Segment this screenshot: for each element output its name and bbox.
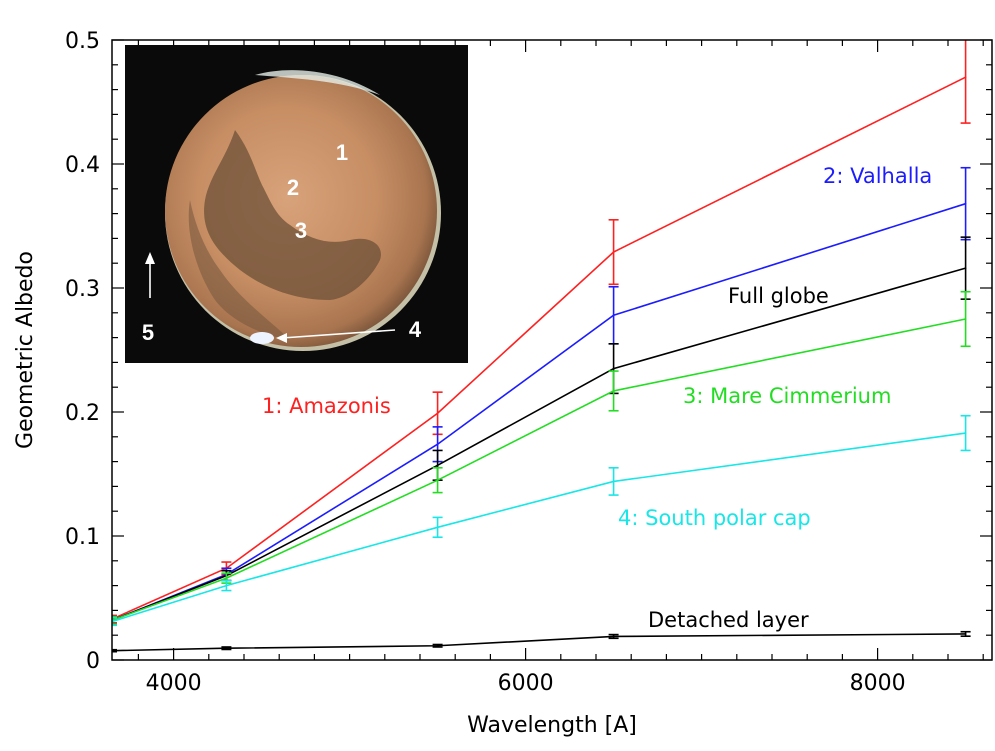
series-5 bbox=[112, 630, 971, 653]
series-label-detached-layer: Detached layer bbox=[648, 608, 809, 632]
data-point bbox=[964, 633, 967, 635]
series-label-south-polar-cap: 4: South polar cap bbox=[618, 506, 811, 530]
series-line bbox=[112, 318, 966, 622]
y-axis-title: Geometric Albedo bbox=[13, 251, 38, 449]
data-point bbox=[436, 644, 439, 647]
data-point bbox=[612, 314, 615, 317]
data-point bbox=[612, 390, 615, 392]
series-4 bbox=[112, 414, 971, 627]
data-point bbox=[612, 480, 615, 483]
data-point bbox=[436, 479, 439, 482]
y-tick-label: 0 bbox=[86, 649, 100, 674]
y-tick-label: 0.2 bbox=[65, 401, 100, 426]
series-label-full-globe: Full globe bbox=[728, 284, 829, 308]
data-point bbox=[612, 367, 615, 370]
data-point bbox=[964, 318, 967, 320]
series-label-amazonis: 1: Amazonis bbox=[262, 394, 391, 418]
series-3 bbox=[112, 290, 971, 625]
x-tick-label: 6000 bbox=[498, 671, 554, 696]
plot-area bbox=[112, 40, 971, 653]
series-group bbox=[112, 40, 971, 653]
data-point bbox=[436, 412, 439, 415]
inset-label-1: 1 bbox=[336, 140, 348, 165]
plot-frame bbox=[111, 39, 993, 661]
series-line bbox=[112, 633, 966, 652]
data-point bbox=[436, 526, 439, 529]
series-line bbox=[112, 432, 966, 623]
y-tick-label: 0.1 bbox=[65, 525, 100, 550]
data-point bbox=[964, 76, 967, 78]
data-point bbox=[436, 443, 439, 446]
data-point bbox=[225, 577, 228, 579]
inset-label-4: 4 bbox=[409, 317, 422, 342]
data-point bbox=[964, 432, 967, 434]
axes: 4000 6000 8000 0 0.1 0.2 0.3 0.4 0.5 bbox=[65, 29, 992, 696]
data-point bbox=[964, 267, 967, 269]
series-label-mare-cimmerium: 3: Mare Cimmerium bbox=[683, 384, 891, 408]
data-point bbox=[612, 251, 615, 253]
inset-label-3: 3 bbox=[295, 218, 307, 243]
x-tick-label: 4000 bbox=[146, 671, 202, 696]
data-point bbox=[964, 202, 967, 205]
inset-label-2: 2 bbox=[287, 175, 299, 200]
inset-label-5: 5 bbox=[142, 320, 154, 345]
mars-inset-image: 1 2 3 4 5 bbox=[125, 45, 468, 363]
data-point bbox=[225, 584, 228, 587]
data-point bbox=[436, 464, 439, 467]
y-tick-label: 0.5 bbox=[65, 29, 100, 54]
data-point bbox=[225, 647, 228, 650]
x-tick-label: 8000 bbox=[850, 671, 906, 696]
series-0 bbox=[112, 40, 971, 624]
series-label-valhalla: 2: Valhalla bbox=[823, 164, 932, 188]
y-tick-label: 0.4 bbox=[65, 153, 100, 178]
x-axis-title: Wavelength [A] bbox=[467, 713, 637, 738]
data-point bbox=[612, 635, 615, 638]
y-tick-label: 0.3 bbox=[65, 277, 100, 302]
